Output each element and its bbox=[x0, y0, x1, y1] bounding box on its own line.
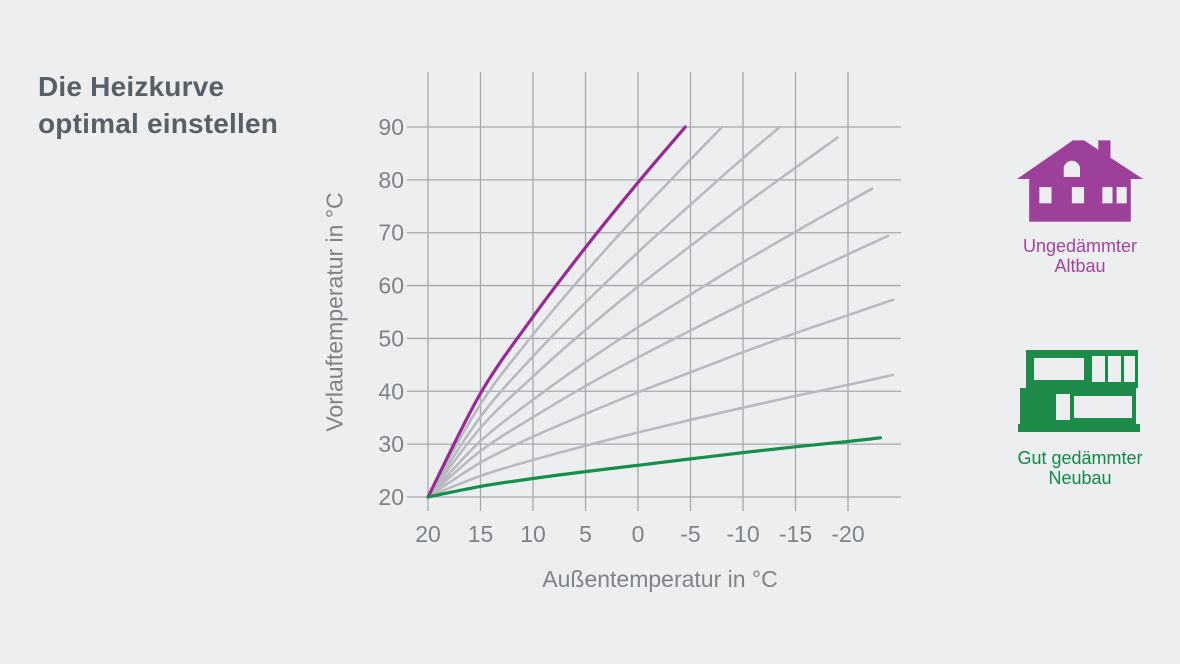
y-tick-label-90: 90 bbox=[378, 114, 404, 140]
x-tick-label-5: 5 bbox=[579, 521, 592, 547]
curve-heizkurve-8 bbox=[426, 373, 895, 499]
modern-house-icon bbox=[1018, 350, 1140, 432]
x-axis-title: Außentemperatur in °C bbox=[542, 566, 778, 592]
old-house-icon bbox=[1017, 140, 1143, 222]
y-tick-label-80: 80 bbox=[378, 167, 404, 193]
page-title: Die Heizkurve optimal einstellen bbox=[38, 68, 278, 142]
legend-neubau-label: Gut gedämmter Neubau bbox=[990, 448, 1170, 488]
y-tick-label-30: 30 bbox=[378, 431, 404, 457]
x-tick-label--15: -15 bbox=[779, 521, 812, 547]
legend-neubau-label-line-2: Neubau bbox=[1048, 468, 1112, 488]
curve-heizkurve-5 bbox=[426, 187, 874, 499]
y-tick-label-50: 50 bbox=[378, 325, 404, 351]
x-tick-label--20: -20 bbox=[831, 521, 864, 547]
legend-altbau-label-line-1: Ungedämmter bbox=[1022, 236, 1138, 256]
y-tick-label-60: 60 bbox=[378, 273, 404, 299]
y-axis-title: Vorlauftemperatur in °C bbox=[321, 192, 348, 432]
x-tick-label-10: 10 bbox=[520, 521, 546, 547]
y-tick-label-20: 20 bbox=[378, 484, 404, 510]
legend-altbau-label: Ungedämmter Altbau bbox=[990, 236, 1170, 276]
curve-heizkurve-4 bbox=[426, 136, 839, 499]
x-tick-label--10: -10 bbox=[726, 521, 759, 547]
page-title-line-1: Die Heizkurve bbox=[38, 71, 225, 102]
curve-heizkurve-6 bbox=[426, 234, 890, 499]
curve-gut-gedaemmter-neubau bbox=[426, 436, 883, 499]
legend-neubau: Gut gedämmter Neubau bbox=[990, 348, 1170, 488]
x-tick-label-0: 0 bbox=[632, 521, 645, 547]
curve-heizkurve-3 bbox=[426, 125, 782, 499]
page-title-line-2: optimal einstellen bbox=[38, 108, 279, 139]
y-tick-label-70: 70 bbox=[378, 220, 404, 246]
x-tick-label--5: -5 bbox=[680, 521, 700, 547]
x-tick-label-15: 15 bbox=[468, 521, 494, 547]
y-tick-label-40: 40 bbox=[378, 378, 404, 404]
curve-ungedaemmter-altbau bbox=[426, 125, 687, 499]
legend-altbau-label-line-2: Altbau bbox=[1054, 256, 1106, 276]
legend-neubau-label-line-1: Gut gedämmter bbox=[1017, 448, 1143, 468]
curve-heizkurve-7 bbox=[426, 298, 895, 499]
x-tick-label-20: 20 bbox=[415, 521, 441, 547]
curve-heizkurve-2 bbox=[426, 125, 724, 499]
legend-altbau: Ungedämmter Altbau bbox=[990, 138, 1170, 276]
